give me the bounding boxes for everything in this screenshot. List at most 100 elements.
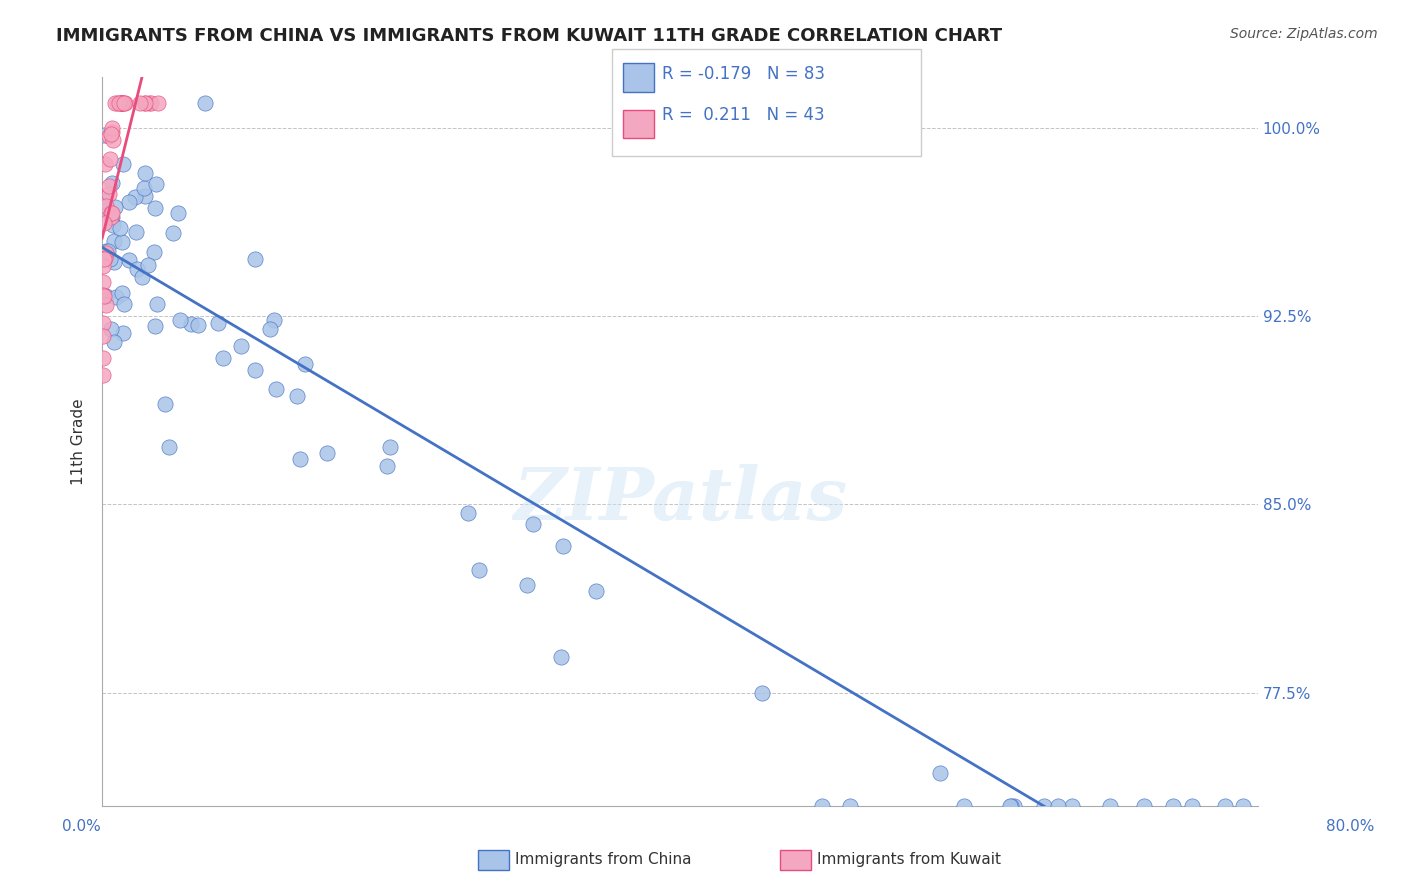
Point: [100, 210, 122, 224]
Point: [143, 245, 166, 260]
Point: [93, 194, 115, 209]
Point: [245, 252, 267, 266]
Point: [585, 583, 607, 598]
Point: [550, 650, 572, 665]
Point: [91, 328, 114, 343]
Point: [111, 235, 134, 250]
Point: [98, 128, 121, 143]
Point: [1098, 798, 1121, 813]
Point: [146, 297, 169, 311]
Point: [285, 389, 308, 403]
Point: [134, 95, 156, 110]
Point: [101, 177, 124, 191]
Point: [375, 458, 398, 473]
Point: [103, 335, 125, 350]
Point: [1213, 798, 1236, 813]
Text: 80.0%: 80.0%: [1326, 820, 1374, 834]
Point: [111, 95, 134, 110]
Point: [97, 187, 120, 202]
Point: [110, 95, 132, 110]
Point: [103, 133, 125, 147]
Point: [98, 152, 121, 166]
Point: [107, 95, 129, 110]
Text: R =  0.211   N = 43: R = 0.211 N = 43: [662, 106, 825, 124]
Point: [101, 219, 124, 233]
Point: [212, 351, 235, 366]
Point: [138, 95, 160, 110]
Point: [125, 226, 148, 240]
Text: Source: ZipAtlas.com: Source: ZipAtlas.com: [1230, 27, 1378, 41]
Point: [1181, 798, 1204, 813]
Point: [112, 157, 135, 171]
Point: [93, 128, 115, 143]
Point: [94, 251, 117, 265]
Point: [100, 121, 122, 136]
Point: [180, 317, 202, 331]
Point: [101, 206, 124, 220]
Point: [91, 351, 114, 366]
Point: [457, 507, 479, 521]
Point: [93, 216, 115, 230]
Point: [194, 95, 217, 110]
Point: [143, 202, 166, 216]
Point: [516, 578, 538, 592]
Point: [264, 382, 287, 396]
Point: [146, 95, 169, 110]
Point: [316, 446, 339, 460]
Point: [98, 252, 121, 266]
Point: [169, 313, 191, 327]
Point: [468, 563, 491, 577]
Point: [94, 246, 117, 260]
Point: [1161, 798, 1184, 813]
Point: [263, 312, 285, 326]
Text: R = -0.179   N = 83: R = -0.179 N = 83: [662, 65, 825, 83]
Text: 0.0%: 0.0%: [62, 820, 101, 834]
Point: [112, 95, 135, 110]
Point: [294, 357, 316, 371]
Point: [100, 127, 122, 141]
Point: [131, 270, 153, 285]
Point: [111, 95, 134, 110]
Point: [93, 275, 115, 289]
Point: [162, 227, 184, 241]
Point: [93, 289, 115, 303]
Point: [153, 397, 176, 411]
Point: [117, 194, 139, 209]
Point: [91, 288, 114, 302]
Point: [143, 318, 166, 333]
Point: [94, 289, 117, 303]
Point: [100, 206, 122, 220]
Point: [136, 258, 159, 272]
Text: ZIPatlas: ZIPatlas: [513, 465, 846, 535]
Point: [1002, 798, 1025, 813]
Point: [127, 261, 149, 276]
Point: [104, 200, 127, 214]
Point: [112, 326, 135, 341]
Point: [91, 316, 114, 330]
Point: [1062, 798, 1084, 813]
Point: [259, 322, 281, 336]
Point: [1133, 798, 1156, 813]
Point: [111, 286, 134, 301]
Point: [112, 297, 135, 311]
Point: [1046, 798, 1069, 813]
Point: [114, 95, 136, 110]
Y-axis label: 11th Grade: 11th Grade: [72, 398, 86, 485]
Point: [103, 255, 125, 269]
Point: [128, 95, 150, 110]
Point: [751, 686, 773, 700]
Text: Immigrants from Kuwait: Immigrants from Kuwait: [817, 853, 1001, 867]
Point: [105, 95, 128, 110]
Point: [1000, 798, 1022, 813]
Point: [187, 318, 209, 333]
Point: [139, 95, 162, 110]
Point: [91, 260, 114, 274]
Point: [100, 125, 122, 139]
Point: [134, 95, 156, 110]
Point: [101, 210, 124, 224]
Point: [1032, 798, 1054, 813]
Point: [108, 221, 131, 235]
Point: [93, 157, 115, 171]
Point: [91, 368, 114, 382]
Text: IMMIGRANTS FROM CHINA VS IMMIGRANTS FROM KUWAIT 11TH GRADE CORRELATION CHART: IMMIGRANTS FROM CHINA VS IMMIGRANTS FROM…: [56, 27, 1002, 45]
